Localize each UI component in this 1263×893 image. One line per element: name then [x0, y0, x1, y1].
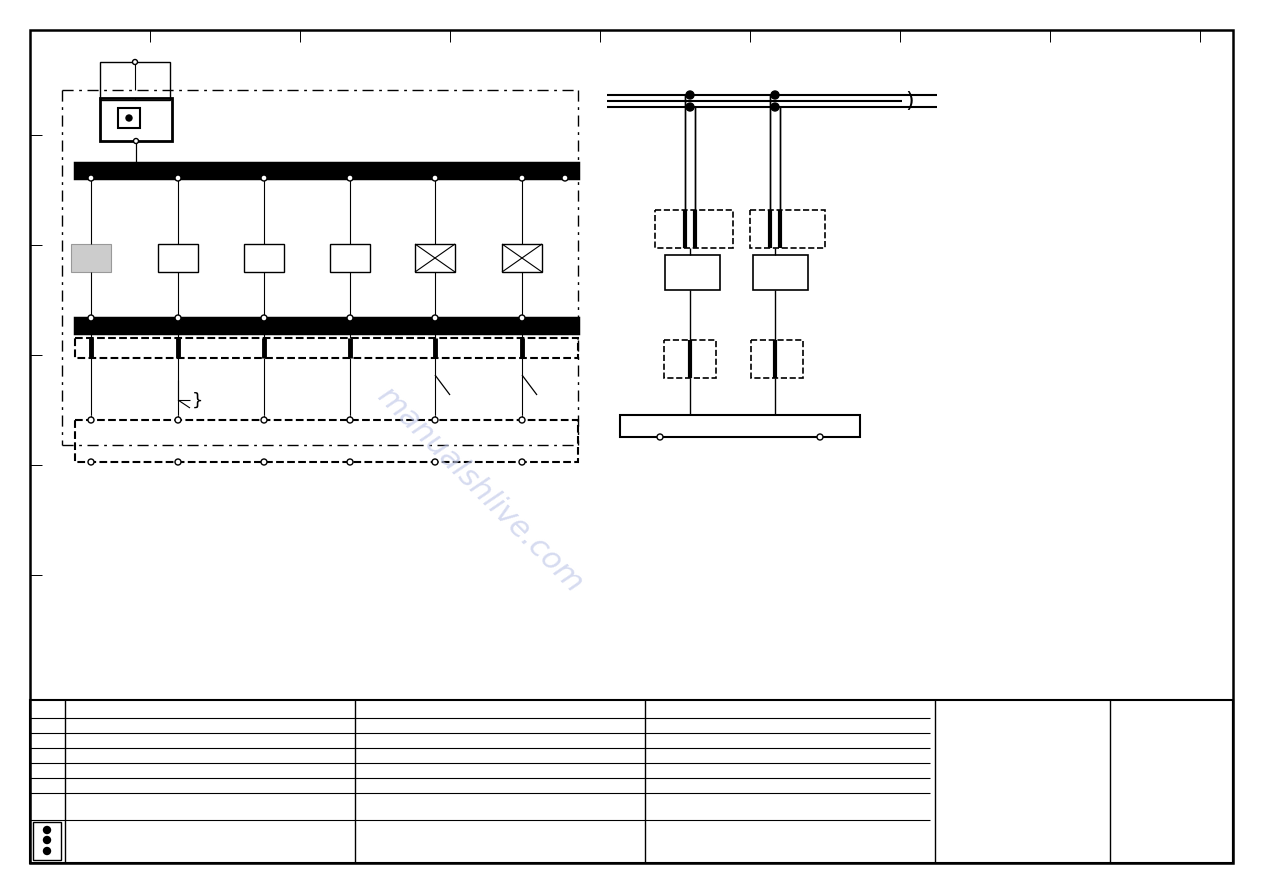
Bar — [620, 415, 860, 437]
Circle shape — [432, 175, 438, 181]
Circle shape — [88, 175, 93, 181]
Bar — [666, 255, 720, 290]
Circle shape — [88, 417, 93, 423]
Circle shape — [519, 417, 525, 423]
Bar — [71, 244, 111, 272]
Circle shape — [519, 175, 525, 181]
Circle shape — [519, 315, 525, 321]
Circle shape — [347, 417, 352, 423]
Text: ): ) — [906, 91, 913, 111]
Bar — [664, 340, 716, 378]
Circle shape — [770, 103, 779, 111]
Bar — [501, 244, 542, 272]
Bar — [75, 318, 578, 333]
Circle shape — [88, 459, 93, 465]
Circle shape — [176, 175, 181, 181]
Circle shape — [770, 91, 779, 99]
Circle shape — [134, 138, 139, 144]
Circle shape — [347, 459, 352, 465]
Circle shape — [176, 459, 181, 465]
Circle shape — [261, 175, 266, 181]
Circle shape — [176, 417, 181, 423]
Circle shape — [519, 459, 525, 465]
Bar — [33, 822, 61, 860]
Circle shape — [43, 837, 51, 844]
Bar — [75, 163, 578, 178]
Bar — [75, 420, 578, 462]
Bar — [753, 255, 808, 290]
Circle shape — [686, 91, 693, 99]
Circle shape — [686, 103, 693, 111]
Circle shape — [817, 434, 823, 440]
Circle shape — [176, 315, 181, 321]
Circle shape — [261, 315, 266, 321]
Bar — [100, 62, 171, 100]
Circle shape — [43, 827, 51, 833]
Bar — [117, 108, 140, 128]
Text: }: } — [192, 392, 203, 410]
Circle shape — [347, 175, 352, 181]
Circle shape — [126, 115, 133, 121]
Bar — [750, 210, 825, 248]
Bar — [158, 244, 198, 272]
Circle shape — [432, 417, 438, 423]
Circle shape — [657, 434, 663, 440]
Bar — [75, 338, 578, 358]
Circle shape — [432, 459, 438, 465]
Circle shape — [261, 459, 266, 465]
Circle shape — [133, 60, 138, 64]
Circle shape — [43, 847, 51, 855]
Circle shape — [432, 315, 438, 321]
Bar — [30, 700, 1233, 863]
Bar — [416, 244, 455, 272]
Circle shape — [88, 315, 93, 321]
Bar — [751, 340, 803, 378]
Bar — [330, 244, 370, 272]
Bar — [244, 244, 284, 272]
Circle shape — [562, 175, 568, 181]
Text: manualshlive.com: manualshlive.com — [371, 381, 589, 598]
Bar — [655, 210, 733, 248]
Circle shape — [347, 315, 352, 321]
Bar — [100, 98, 172, 141]
Circle shape — [261, 417, 266, 423]
